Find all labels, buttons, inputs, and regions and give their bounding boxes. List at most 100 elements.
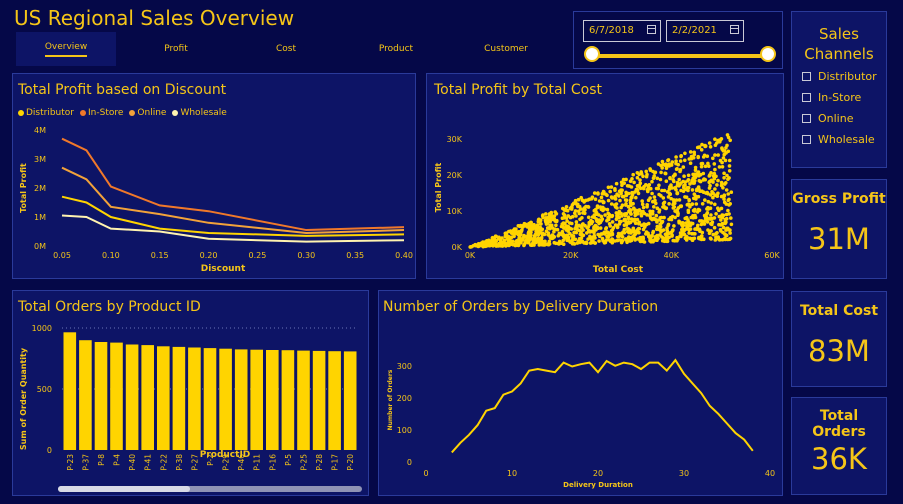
orders-duration-panel [378,290,783,496]
scatter-point [534,226,538,230]
channel-option-in-store[interactable]: In-Store [802,91,861,104]
x-tick-label: P-46 [237,454,246,471]
scatter-point [589,218,593,223]
checkbox[interactable] [802,135,811,144]
scatter-point [646,186,651,190]
scatter-point [540,214,545,218]
scatter-point [660,159,665,164]
checkbox[interactable] [802,93,811,102]
scatter-point [727,164,732,168]
scatter-point [615,225,620,230]
scatter-point [633,190,637,194]
scatter-point [691,236,695,241]
scatter-point [633,217,638,222]
calendar-icon[interactable] [730,25,739,34]
x-tick-label: 20 [593,469,603,478]
tab-product[interactable]: Product [346,32,446,66]
scatter-point [600,236,605,241]
scatter-point [593,223,598,228]
scatter-point [498,238,503,242]
tab-label: Profit [164,44,188,54]
scatter-point [529,228,533,232]
scatter-point [719,180,724,185]
scatter-point [595,204,600,208]
x-tick-label: P-8 [97,454,106,466]
scrollbar-thumb[interactable] [58,486,190,492]
x-tick-label: P-20 [346,454,355,471]
legend-dot [18,110,24,116]
scatter-point [671,228,675,232]
scatter-point [677,177,681,182]
scatter-point [686,208,691,213]
scatter-point [650,212,655,216]
scatter-point [657,183,661,188]
tab-customer[interactable]: Customer [456,32,556,66]
date-range-slider[interactable] [592,54,768,58]
scatter-point [723,217,727,222]
scatter-point [661,196,666,200]
slider-start-handle[interactable] [584,46,600,62]
scatter-point [619,191,623,196]
scatter-point [688,222,693,227]
legend-item-in-store[interactable]: In-Store [80,108,123,118]
legend-item-online[interactable]: Online [129,108,166,118]
scatter-point [608,239,613,244]
scatter-point [562,208,567,212]
scatter-point [619,219,623,224]
bar [343,351,357,450]
x-tick-label: 10 [507,469,517,478]
channel-option-online[interactable]: Online [802,112,853,125]
scatter-point [620,183,624,188]
kpi-label: Gross Profit [792,191,886,207]
scatter-point [703,143,707,148]
legend-item-wholesale[interactable]: Wholesale [172,108,227,118]
bar [250,349,263,450]
scatter-point [593,197,598,201]
scatter-point [676,213,680,217]
scatter-point [564,228,569,232]
scatter-point [698,172,703,177]
scatter-point [514,227,518,231]
scatter-point [613,187,617,191]
scatter-point [620,203,625,207]
tab-profit[interactable]: Profit [126,32,226,66]
y-tick-label: 20K [447,171,463,180]
scatter-point [541,243,545,247]
scatter-point [666,195,671,199]
scatter-point [666,158,671,162]
scatter-point [641,186,646,191]
end-date-input[interactable]: 2/2/2021 [666,20,744,42]
chart-scrollbar[interactable] [58,486,362,492]
scatter-point [641,205,646,210]
scatter-point [683,158,687,163]
x-tick-label: P-2 [206,454,215,466]
sales-channels-title-line1: Sales [819,25,859,43]
scatter-point [727,237,732,242]
tab-overview[interactable]: Overview [16,32,116,66]
scatter-point [556,241,560,246]
scatter-point [716,153,720,157]
legend-item-distributor[interactable]: Distributor [18,108,74,118]
scatter-point [706,161,710,166]
scatter-point [709,171,713,175]
scatter-point [602,230,607,235]
scatter-point [700,161,705,166]
legend-label: Distributor [26,108,75,118]
scatter-point [644,169,648,174]
chart-title: Total Profit by Total Cost [434,82,603,98]
scatter-point [511,242,515,247]
slider-end-handle[interactable] [760,46,776,62]
scatter-point [674,159,678,163]
gross-profit-card: Gross Profit 31M [791,179,887,279]
channel-option-wholesale[interactable]: Wholesale [802,133,875,146]
checkbox[interactable] [802,72,811,81]
scatter-point [580,233,584,237]
start-date-input[interactable]: 6/7/2018 [583,20,661,42]
scatter-point [686,202,691,206]
scatter-point [703,164,708,169]
legend-label: Wholesale [180,108,227,118]
calendar-icon[interactable] [647,25,656,34]
channel-option-distributor[interactable]: Distributor [802,70,877,83]
tab-cost[interactable]: Cost [236,32,336,66]
checkbox[interactable] [802,114,811,123]
